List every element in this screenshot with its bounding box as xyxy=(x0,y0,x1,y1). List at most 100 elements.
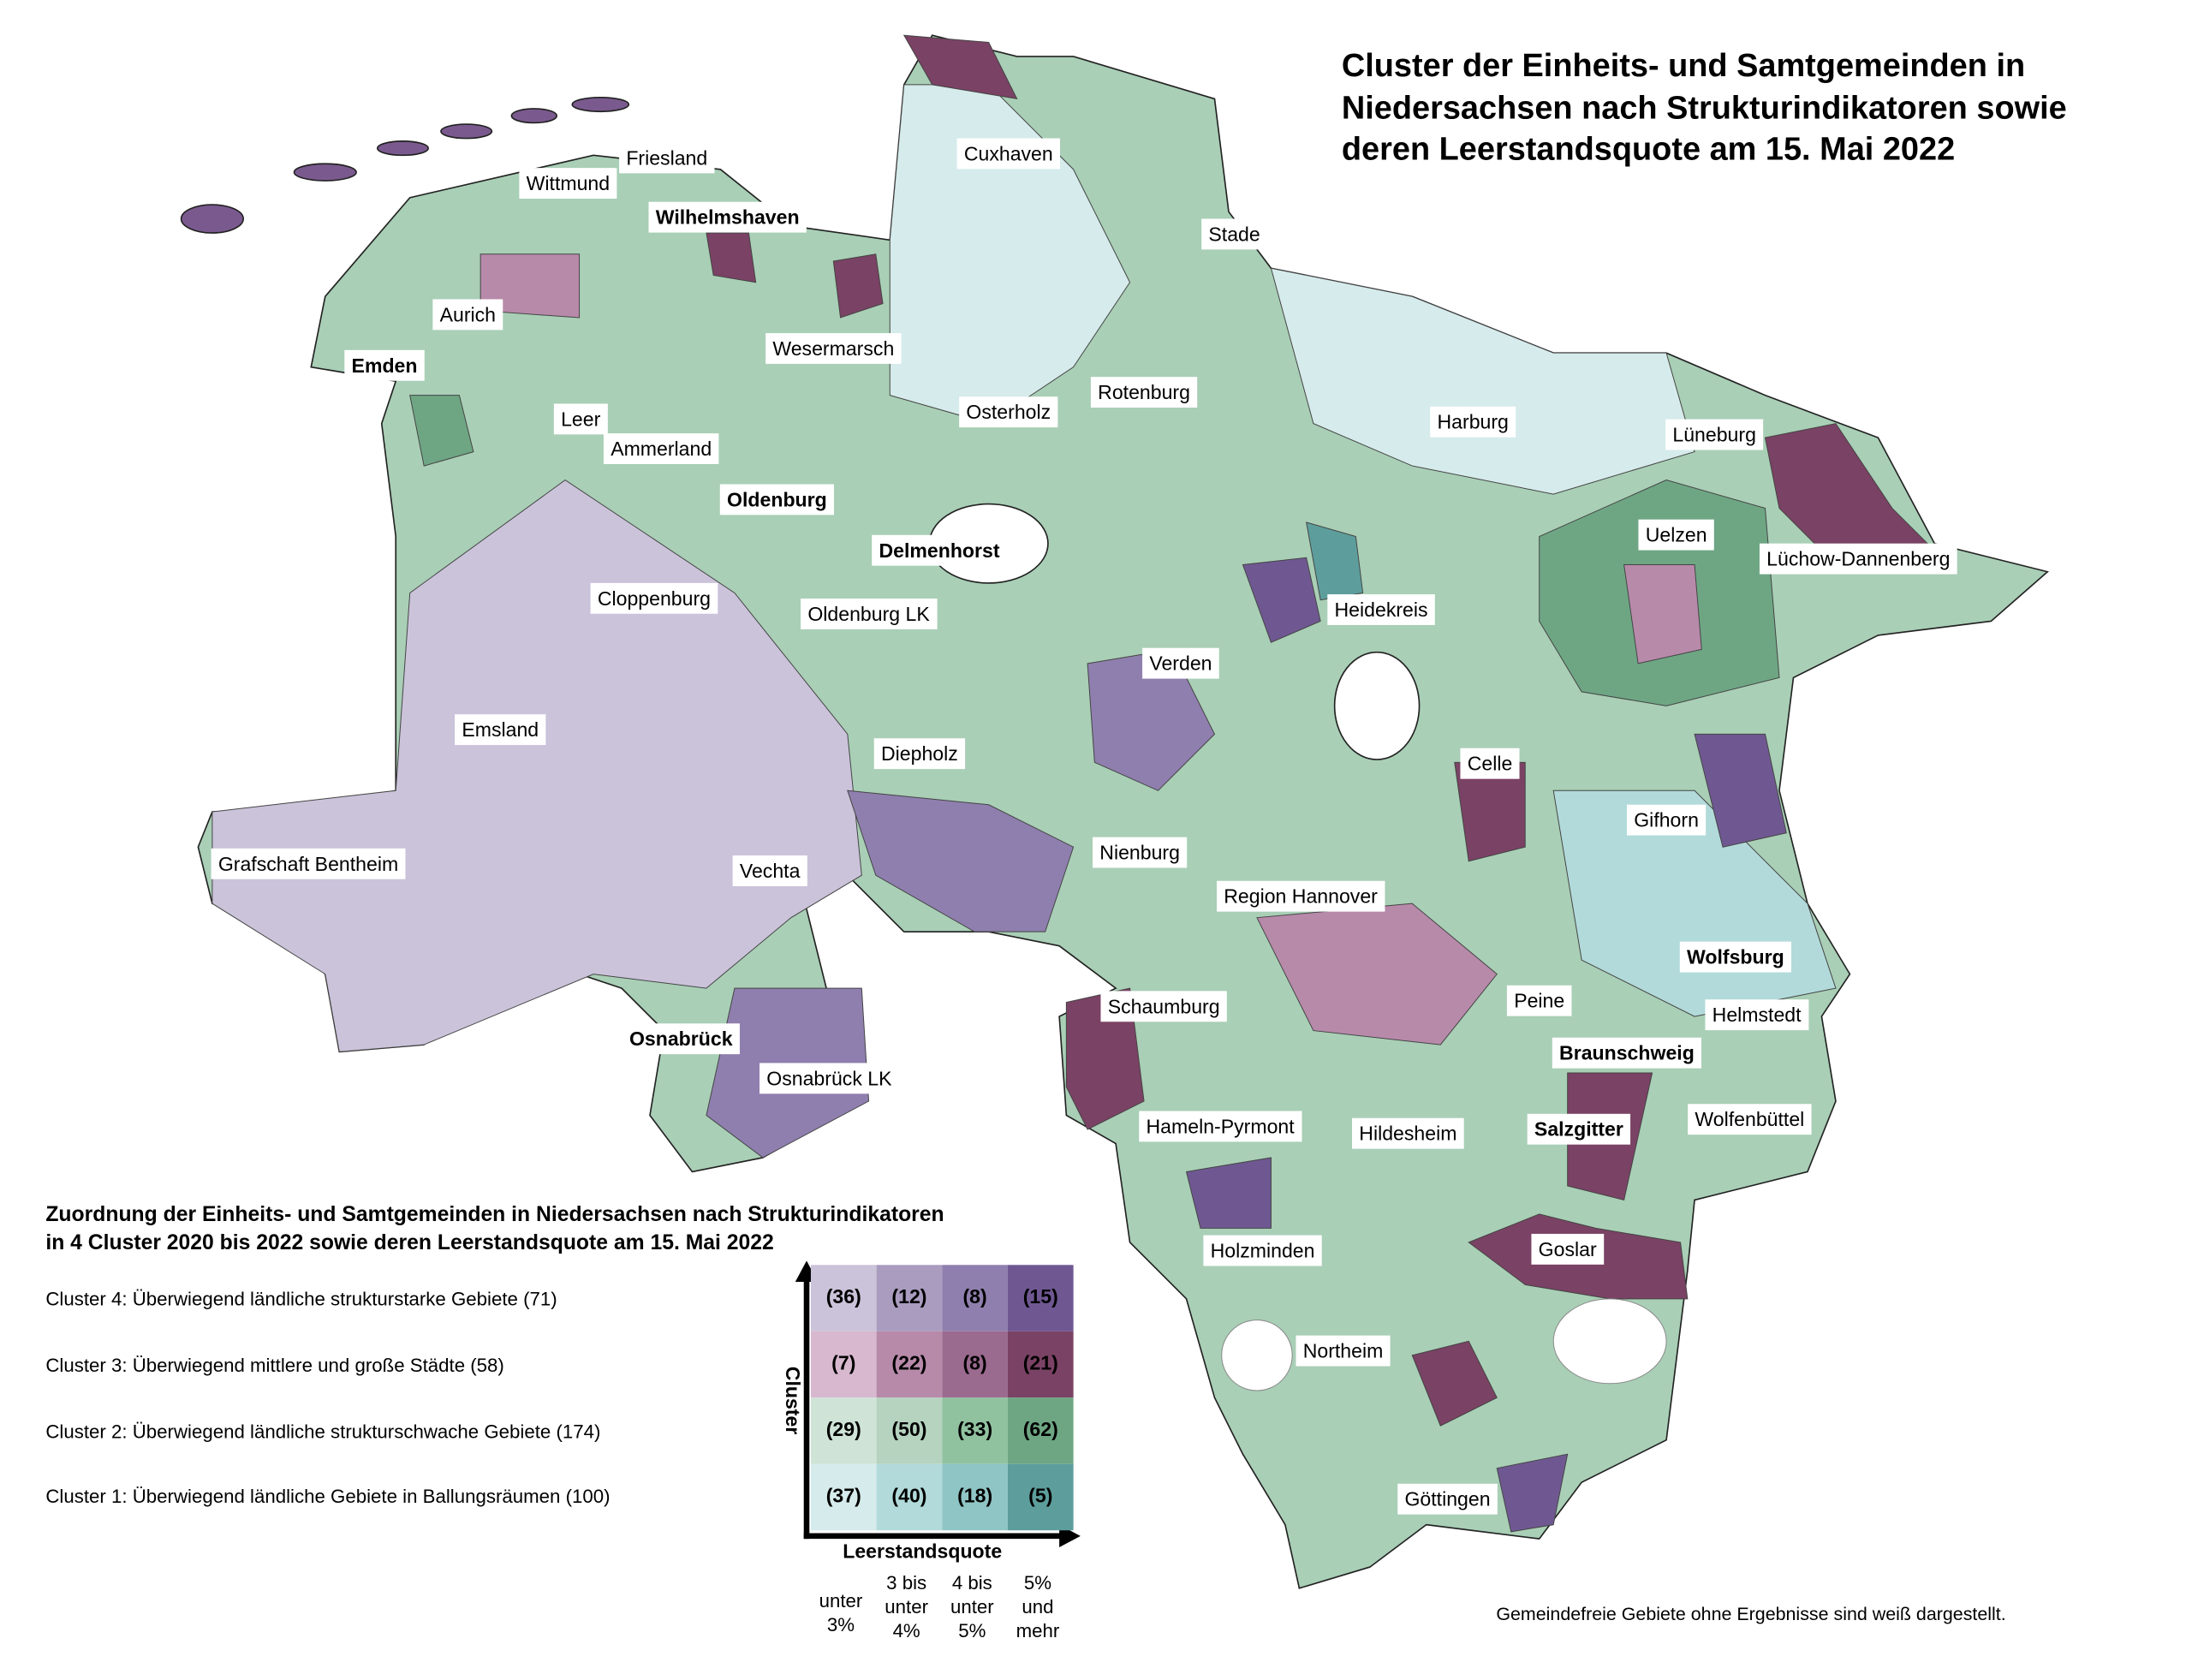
region xyxy=(1411,1340,1498,1427)
district-label: Verden xyxy=(1149,652,1212,675)
label-box xyxy=(1759,543,1957,575)
map xyxy=(180,34,2049,1589)
label-box xyxy=(1142,647,1219,679)
district-label: Diepholz xyxy=(881,742,958,765)
district-label: Heidekreis xyxy=(1335,599,1428,621)
island xyxy=(440,123,493,140)
label-box xyxy=(1665,419,1764,450)
district-label: Wesermarsch xyxy=(772,337,894,360)
label-box xyxy=(759,1063,900,1094)
district-labels: Cuxhaven Friesland Wittmund Wilhelmshaven St… xyxy=(211,138,1957,1515)
district-label: Emden xyxy=(352,354,418,377)
label-box xyxy=(959,396,1058,428)
label-box xyxy=(1296,1335,1391,1367)
island xyxy=(571,96,630,113)
district-label: Helmstedt xyxy=(1712,1004,1802,1026)
matrix-cell xyxy=(876,1397,943,1464)
district-label: Hildesheim xyxy=(1359,1123,1456,1145)
label-box xyxy=(1688,1104,1812,1135)
region xyxy=(1306,521,1364,601)
matrix-count: (36) xyxy=(826,1285,861,1308)
region xyxy=(409,395,474,467)
district-label: Harburg xyxy=(1438,411,1509,433)
cluster-description: Cluster 2: Überwiegend ländliche struktu… xyxy=(45,1421,600,1442)
label-box xyxy=(1397,1483,1498,1515)
island xyxy=(293,163,357,182)
label-box xyxy=(1705,999,1809,1031)
label-box xyxy=(1090,377,1198,408)
island xyxy=(510,108,558,124)
matrix-count: (29) xyxy=(826,1418,861,1440)
district-label: Lüchow-Dannenberg xyxy=(1766,548,1950,570)
label-box xyxy=(1506,985,1572,1016)
label-box xyxy=(872,534,1008,566)
x-axis-title: Leerstandsquote xyxy=(843,1540,1002,1563)
district-label: Ammerland xyxy=(611,438,712,460)
label-box xyxy=(622,1023,740,1055)
district-label: Oldenburg xyxy=(727,488,827,510)
footnote: Gemeindefreie Gebiete ohne Ergebnisse si… xyxy=(1496,1604,2005,1624)
district-label: Northeim xyxy=(1303,1340,1384,1362)
title-line: Cluster der Einheits- und Samtgemeinden … xyxy=(1342,48,2025,84)
matrix-count: (22) xyxy=(891,1352,926,1374)
matrix-count: (8) xyxy=(963,1285,987,1308)
district-label: Wolfenbüttel xyxy=(1695,1108,1804,1130)
region xyxy=(1496,1453,1569,1533)
cluster-description: Cluster 4: Überwiegend ländliche struktu… xyxy=(45,1288,557,1309)
column-label: 5% xyxy=(958,1620,986,1641)
column-label: 4 bis xyxy=(952,1572,992,1594)
district-label: Peine xyxy=(1514,990,1564,1012)
region xyxy=(706,232,757,283)
matrix-count: (50) xyxy=(891,1418,926,1440)
legend: Zuordnung der Einheits- und Samtgemeinde… xyxy=(45,1203,1081,1641)
column-label: unter xyxy=(819,1590,863,1611)
district-label: Goslar xyxy=(1539,1238,1597,1260)
legend-title: in 4 Cluster 2020 bis 2022 sowie deren L… xyxy=(45,1231,773,1254)
district-label: Wolfsburg xyxy=(1687,946,1784,968)
label-box xyxy=(765,333,902,364)
district-label: Grafschaft Bentheim xyxy=(218,853,398,875)
label-box xyxy=(455,714,546,746)
district-label: Wittmund xyxy=(527,172,610,194)
column-label: 3% xyxy=(827,1614,855,1635)
district-label: Wilhelmshaven xyxy=(656,206,800,229)
district-label: Osnabrück xyxy=(629,1028,733,1050)
district-label: Emsland xyxy=(462,718,539,741)
label-box xyxy=(1327,594,1435,625)
label-box xyxy=(603,433,719,464)
column-label: mehr xyxy=(1016,1620,1060,1641)
district-label: Hameln-Pyrmont xyxy=(1147,1115,1296,1137)
region xyxy=(847,789,1075,932)
label-box xyxy=(648,201,807,233)
district-label: Rotenburg xyxy=(1098,381,1190,403)
matrix-cell xyxy=(876,1331,943,1398)
district-label: Vechta xyxy=(740,860,801,882)
label-box xyxy=(1203,1235,1322,1266)
column-label: 5% xyxy=(1024,1572,1051,1594)
column-label: 4% xyxy=(893,1620,920,1641)
column-label: unter xyxy=(950,1596,994,1617)
column-label: und xyxy=(1022,1596,1053,1617)
matrix-count: (8) xyxy=(963,1352,987,1374)
district-label: Göttingen xyxy=(1404,1488,1490,1510)
label-box xyxy=(1679,941,1791,973)
label-box xyxy=(1217,880,1385,912)
title-line: deren Leerstandsquote am 15. Mai 2022 xyxy=(1342,131,1955,167)
y-axis-title: Cluster xyxy=(782,1367,804,1435)
district-label: Osnabrück LK xyxy=(766,1067,892,1089)
label-box xyxy=(344,349,425,381)
label-box xyxy=(801,598,938,629)
island xyxy=(180,204,244,234)
label-box xyxy=(1627,804,1707,836)
label-box xyxy=(1638,519,1714,551)
matrix-cell xyxy=(810,1265,877,1331)
no-result-area xyxy=(1552,1298,1667,1385)
region xyxy=(902,34,1018,100)
label-box xyxy=(211,848,406,879)
cluster-description: Cluster 3: Überwiegend mittlere und groß… xyxy=(45,1355,504,1376)
label-box xyxy=(873,738,966,770)
label-box xyxy=(1352,1117,1464,1149)
label-box xyxy=(1460,748,1520,779)
matrix-cell xyxy=(942,1331,1008,1398)
district-label: Oldenburg LK xyxy=(807,603,930,625)
